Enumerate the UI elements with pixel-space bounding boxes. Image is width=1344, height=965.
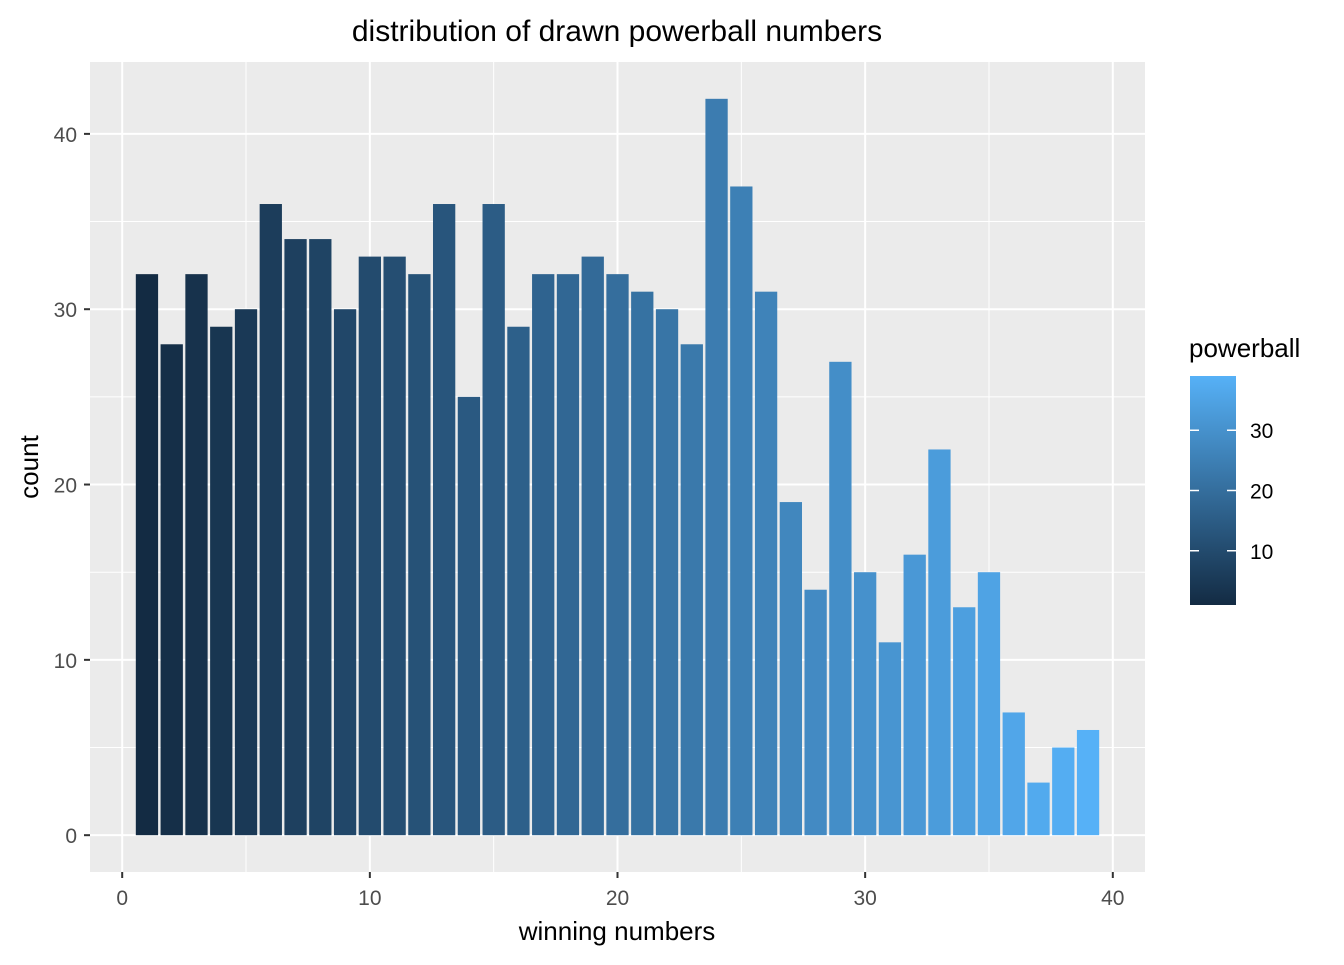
- bar: [903, 554, 926, 836]
- bar: [928, 449, 951, 836]
- bar: [581, 256, 604, 836]
- legend-tick-label: 20: [1250, 481, 1273, 504]
- bar: [383, 256, 406, 836]
- bar: [1076, 729, 1100, 836]
- bar: [705, 98, 728, 836]
- bar: [1052, 747, 1075, 836]
- bar: [754, 291, 778, 836]
- bar: [631, 291, 654, 836]
- bar: [878, 642, 902, 836]
- legend-tick-label: 10: [1250, 541, 1273, 564]
- bar: [432, 204, 456, 836]
- bar: [680, 344, 703, 836]
- bar: [655, 309, 679, 836]
- bar: [234, 309, 258, 836]
- bar: [457, 396, 481, 836]
- bar: [309, 239, 332, 836]
- bar: [185, 274, 208, 836]
- y-tick-label: 10: [54, 650, 77, 673]
- x-tick-label: 30: [853, 887, 876, 910]
- bar: [259, 204, 282, 836]
- legend-ticks: 10 20 30: [1190, 420, 1273, 564]
- y-axis: 0 10 20 30 40: [54, 124, 90, 848]
- bar: [953, 607, 976, 836]
- legend: powerball 10 20 30: [1189, 333, 1300, 605]
- x-tick-label: 40: [1101, 887, 1124, 910]
- bar: [1002, 712, 1025, 836]
- chart-title: distribution of drawn powerball numbers: [352, 15, 882, 48]
- bar: [210, 326, 233, 836]
- y-tick-label: 40: [54, 124, 77, 147]
- y-tick-label: 0: [65, 825, 77, 848]
- bar: [977, 572, 1001, 836]
- bar: [135, 274, 159, 836]
- x-axis-label: winning numbers: [518, 916, 716, 946]
- bar: [408, 274, 431, 836]
- x-axis: 0 10 20 30 40: [116, 872, 1124, 910]
- bar: [804, 589, 827, 836]
- bar: [160, 344, 183, 836]
- y-tick-label: 20: [54, 475, 77, 498]
- bars: [135, 98, 1100, 836]
- bar: [1027, 782, 1050, 836]
- bar: [779, 502, 803, 836]
- bar: [507, 326, 530, 836]
- x-tick-label: 20: [606, 887, 629, 910]
- y-tick-label: 30: [54, 299, 77, 322]
- bar: [556, 274, 580, 836]
- bar: [284, 239, 307, 836]
- y-axis-label: count: [14, 434, 44, 498]
- x-tick-label: 10: [358, 887, 381, 910]
- bar: [532, 274, 555, 836]
- bar: [829, 361, 852, 836]
- bar: [730, 186, 753, 836]
- bar: [606, 274, 629, 836]
- x-tick-label: 0: [116, 887, 128, 910]
- legend-title: powerball: [1189, 333, 1300, 363]
- legend-tick-label: 30: [1250, 420, 1273, 443]
- bar: [482, 204, 505, 836]
- bar: [358, 256, 381, 836]
- bar: [854, 572, 877, 836]
- bar: [333, 309, 357, 836]
